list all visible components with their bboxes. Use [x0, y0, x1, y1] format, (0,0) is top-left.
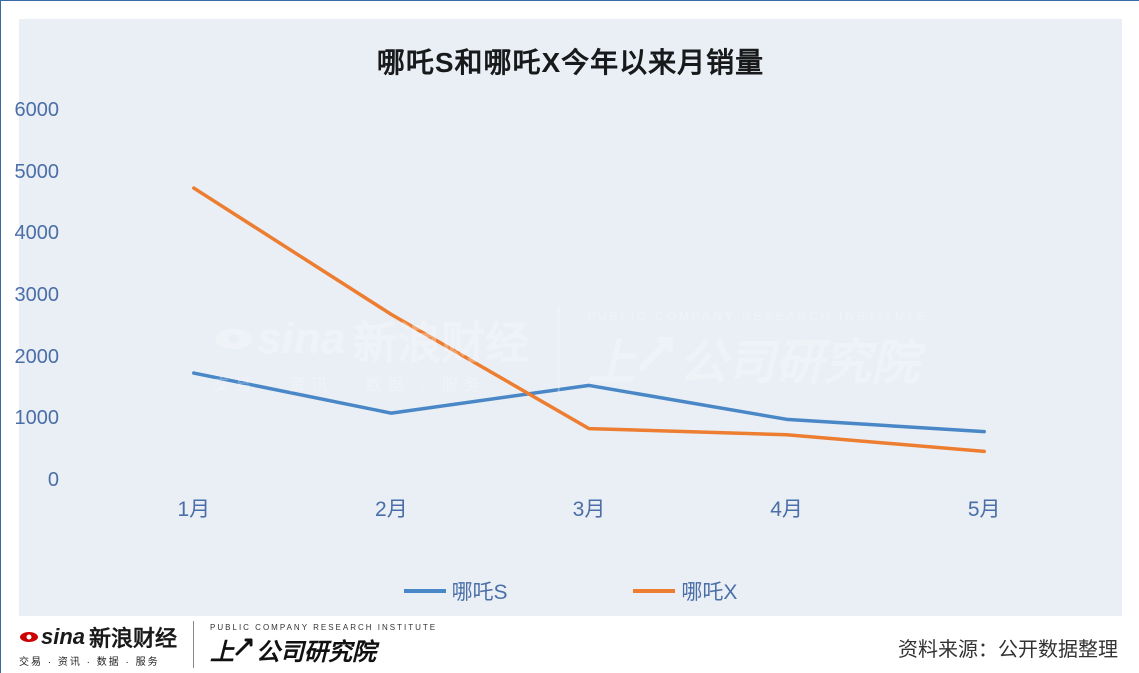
legend: 哪吒S 哪吒X — [1, 575, 1139, 606]
x-tick-label: 2月 — [375, 493, 408, 523]
legend-swatch-nezha-x — [633, 589, 675, 593]
chart-container: 哪吒S和哪吒X今年以来月销量 0 1000 2000 3000 4000 5000 6000… — [0, 0, 1139, 673]
legend-label-nezha-x: 哪吒X — [681, 576, 737, 606]
footer-institute-en: PUBLIC COMPANY RESEARCH INSTITUTE — [210, 623, 437, 632]
source-label: 资料来源：公开数据整理 — [898, 633, 1118, 662]
footer-sina-latin: sina — [41, 624, 85, 650]
y-tick-label: 4000 — [0, 222, 59, 245]
footer-logos: sina 新浪财经 交易 · 资讯 · 数据 · 服务 PUBLIC COMPA… — [19, 621, 437, 668]
legend-label-nezha-s: 哪吒S — [452, 576, 508, 606]
line-series-nezha-x — [194, 188, 984, 451]
chart-title: 哪吒S和哪吒X今年以来月销量 — [1, 41, 1139, 81]
x-tick-label: 3月 — [573, 493, 606, 523]
arrow-up-icon — [234, 635, 256, 664]
y-tick-label: 3000 — [0, 284, 59, 307]
footer-sina-cn: 新浪财经 — [89, 621, 177, 653]
footer-sina-sub: 交易 · 资讯 · 数据 · 服务 — [19, 653, 160, 668]
y-tick-label: 1000 — [0, 407, 59, 430]
x-tick-label: 4月 — [770, 493, 803, 523]
y-tick-label: 5000 — [0, 161, 59, 184]
line-chart-svg — [69, 111, 1109, 481]
y-tick-label: 0 — [0, 469, 59, 492]
y-tick-label: 2000 — [0, 346, 59, 369]
x-tick-label: 5月 — [968, 493, 1001, 523]
plot-area — [69, 111, 1109, 481]
y-tick-label: 6000 — [0, 99, 59, 122]
footer-institute-block: PUBLIC COMPANY RESEARCH INSTITUTE 上 公司研究… — [210, 623, 437, 667]
footer-institute-cn-post: 公司研究院 — [256, 632, 376, 667]
footer-sina-block: sina 新浪财经 交易 · 资讯 · 数据 · 服务 — [19, 621, 194, 668]
legend-item-nezha-x: 哪吒X — [633, 576, 737, 606]
x-tick-label: 1月 — [177, 493, 210, 523]
footer: sina 新浪财经 交易 · 资讯 · 数据 · 服务 PUBLIC COMPA… — [1, 618, 1139, 673]
sina-eye-icon — [19, 630, 39, 644]
legend-swatch-nezha-s — [404, 589, 446, 593]
line-series-nezha-s — [194, 373, 984, 432]
legend-item-nezha-s: 哪吒S — [404, 576, 508, 606]
footer-institute-cn-pre: 上 — [210, 632, 234, 667]
